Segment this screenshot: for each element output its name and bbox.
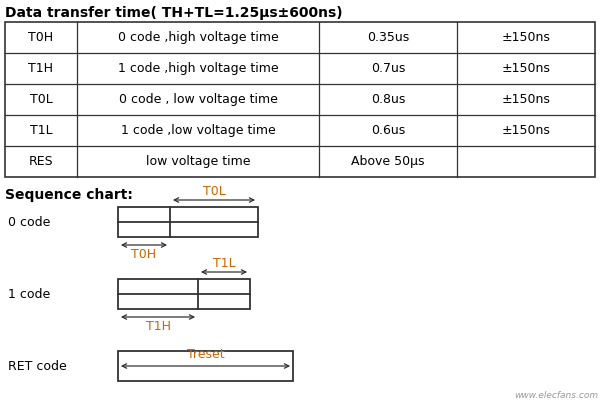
Bar [118,279,250,309]
Text: T0L: T0L [203,185,225,198]
Text: ±150ns: ±150ns [501,62,550,75]
Text: www.elecfans.com: www.elecfans.com [514,391,598,400]
Text: T0L: T0L [29,93,52,106]
Text: ±150ns: ±150ns [501,124,550,137]
Text: 0.7us: 0.7us [371,62,405,75]
Text: Data transfer time( TH+TL=1.25μs±600ns): Data transfer time( TH+TL=1.25μs±600ns) [5,6,343,20]
Text: 1 code ,low voltage time: 1 code ,low voltage time [120,124,275,137]
Bar [118,207,258,237]
Text: 0.35us: 0.35us [367,31,409,44]
Text: T1H: T1H [28,62,54,75]
Text: T1L: T1L [213,257,235,270]
Text: Treset: Treset [187,348,225,361]
Text: T1L: T1L [29,124,52,137]
Text: RET code: RET code [8,359,67,372]
Text: 1 code ,high voltage time: 1 code ,high voltage time [117,62,278,75]
Text: 1 code: 1 code [8,287,50,301]
Text: ±150ns: ±150ns [501,31,550,44]
Text: Above 50μs: Above 50μs [351,155,425,168]
Text: 0 code: 0 code [8,216,51,229]
Text: 0 code , low voltage time: 0 code , low voltage time [119,93,278,106]
Text: T0H: T0H [28,31,54,44]
Text: T0H: T0H [131,248,157,261]
Bar [5,22,595,177]
Text: Sequence chart:: Sequence chart: [5,188,133,202]
Text: low voltage time: low voltage time [146,155,250,168]
Text: 0.8us: 0.8us [371,93,405,106]
Text: 0.6us: 0.6us [371,124,405,137]
Text: ±150ns: ±150ns [501,93,550,106]
Text: T1H: T1H [146,320,170,333]
Text: RES: RES [29,155,54,168]
Bar [118,351,293,381]
Text: 0 code ,high voltage time: 0 code ,high voltage time [117,31,278,44]
